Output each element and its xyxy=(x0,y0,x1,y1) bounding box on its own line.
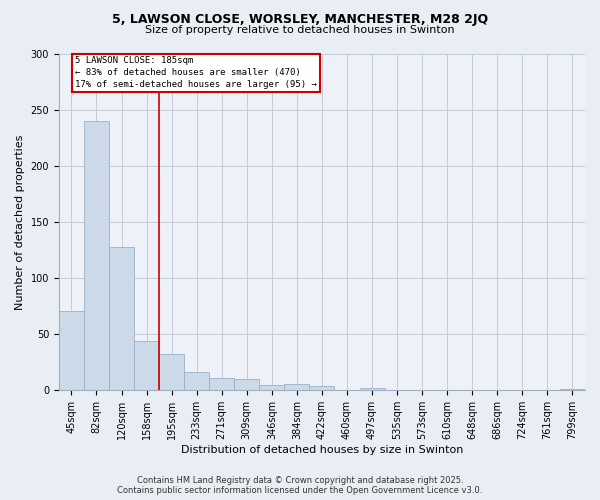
Bar xyxy=(84,122,109,390)
Text: Contains HM Land Registry data © Crown copyright and database right 2025.
Contai: Contains HM Land Registry data © Crown c… xyxy=(118,476,482,495)
Bar xyxy=(359,388,385,390)
Bar xyxy=(234,379,259,390)
Text: 5 LAWSON CLOSE: 185sqm
← 83% of detached houses are smaller (470)
17% of semi-de: 5 LAWSON CLOSE: 185sqm ← 83% of detached… xyxy=(75,56,317,89)
Bar xyxy=(209,378,234,390)
Bar xyxy=(159,354,184,390)
Bar xyxy=(59,310,84,390)
Bar xyxy=(310,386,334,390)
Bar xyxy=(284,384,310,390)
Bar xyxy=(560,389,585,390)
Text: 5, LAWSON CLOSE, WORSLEY, MANCHESTER, M28 2JQ: 5, LAWSON CLOSE, WORSLEY, MANCHESTER, M2… xyxy=(112,12,488,26)
Bar xyxy=(109,247,134,390)
Text: Size of property relative to detached houses in Swinton: Size of property relative to detached ho… xyxy=(145,25,455,35)
Bar xyxy=(184,372,209,390)
Bar xyxy=(259,384,284,390)
X-axis label: Distribution of detached houses by size in Swinton: Distribution of detached houses by size … xyxy=(181,445,463,455)
Y-axis label: Number of detached properties: Number of detached properties xyxy=(15,134,25,310)
Bar xyxy=(134,341,159,390)
